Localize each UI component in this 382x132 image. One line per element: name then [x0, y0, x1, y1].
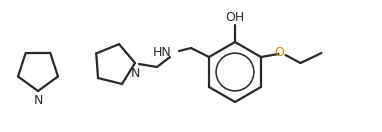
Text: N: N	[33, 95, 43, 107]
Text: HN: HN	[152, 46, 171, 58]
Text: N: N	[130, 67, 140, 80]
Text: OH: OH	[225, 11, 244, 23]
Text: O: O	[275, 46, 285, 60]
